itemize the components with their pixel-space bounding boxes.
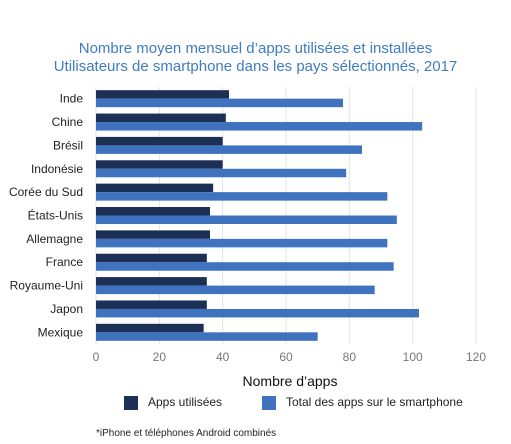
category-label: États-Unis <box>28 208 83 223</box>
legend-label-used: Apps utilisées <box>148 395 223 409</box>
bar-apps-total <box>96 98 343 108</box>
chart-title: Nombre moyen mensuel d’apps utilisées et… <box>78 40 433 57</box>
bar-apps-total <box>96 308 419 318</box>
x-tick-label: 80 <box>343 350 357 364</box>
category-label: Allemagne <box>26 232 83 246</box>
category-label: Mexique <box>38 325 84 339</box>
bar-apps-total <box>96 122 423 131</box>
x-tick-label: 120 <box>466 350 486 364</box>
bar-apps-total <box>96 168 347 178</box>
footnote: *iPhone et téléphones Android combinés <box>96 428 277 439</box>
bar-chart: Inde Chine Brésil Indonésie Corée du Sud État… <box>9 87 487 364</box>
bar-apps-used <box>96 253 207 263</box>
bars <box>96 90 423 341</box>
category-label: Chine <box>52 115 84 129</box>
bar-apps-used <box>96 300 207 309</box>
x-tick-label: 100 <box>403 350 423 364</box>
category-label: France <box>46 255 84 269</box>
bar-apps-used <box>96 183 214 193</box>
legend-item-used: Apps utilisées <box>124 394 222 410</box>
bar-apps-used <box>96 207 210 216</box>
bar-apps-used <box>96 113 226 123</box>
bar-apps-used <box>96 230 210 239</box>
bar-apps-used <box>96 277 207 286</box>
legend-label-total: Total des apps sur le smartphone <box>286 395 463 409</box>
category-labels: Inde Chine Brésil Indonésie Corée du Sud État… <box>9 92 83 340</box>
bar-apps-total <box>96 238 388 248</box>
bar-apps-used <box>96 90 229 99</box>
x-tick-label: 0 <box>93 350 100 364</box>
bar-apps-total <box>96 192 388 201</box>
chart-subtitle: Utilisateurs de smartphone dans les pays… <box>53 58 458 75</box>
legend-item-total: Total des apps sur le smartphone <box>262 394 463 410</box>
bar-apps-used <box>96 136 223 146</box>
x-tick-label: 60 <box>279 350 293 364</box>
category-label: Indonésie <box>31 162 83 176</box>
x-tick-label: 20 <box>153 350 167 364</box>
x-axis-label: Nombre d’apps <box>242 373 338 389</box>
legend-swatch-total <box>262 395 276 410</box>
category-label: Royaume-Uni <box>10 279 83 293</box>
category-label: Inde <box>60 92 84 106</box>
bar-apps-total <box>96 332 318 341</box>
bar-apps-total <box>96 262 394 271</box>
x-tick-label: 40 <box>216 350 230 364</box>
bar-apps-total <box>96 145 362 154</box>
bar-apps-total <box>96 215 397 224</box>
x-axis-ticks: 0 20 40 60 80 100 120 <box>93 350 487 364</box>
category-label: Japon <box>50 302 83 316</box>
bar-apps-used <box>96 160 223 169</box>
category-label: Brésil <box>53 138 83 152</box>
category-label: Corée du Sud <box>9 185 83 199</box>
legend-swatch-used <box>124 395 138 410</box>
bar-apps-total <box>96 285 375 295</box>
bar-apps-used <box>96 323 204 333</box>
